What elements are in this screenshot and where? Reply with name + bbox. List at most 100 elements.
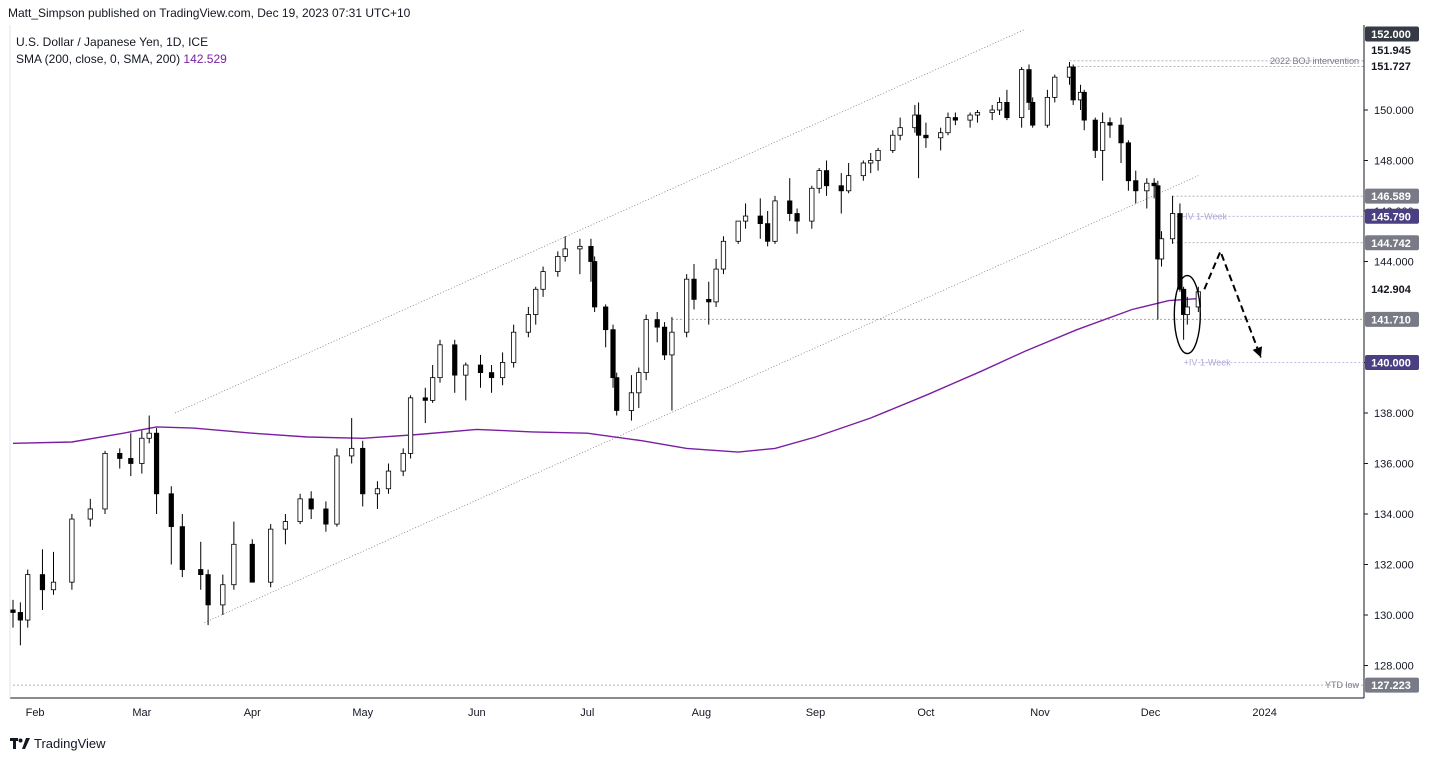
price-tag-8: 140.000	[1371, 358, 1411, 370]
candle-body-38	[488, 372, 495, 379]
candle-body-31	[407, 397, 414, 454]
candle-body-99	[1081, 91, 1087, 121]
candle-body-81	[915, 114, 922, 136]
candle-body-52	[628, 392, 635, 411]
price-tag-bg-5	[1365, 235, 1419, 251]
candle-body-29	[385, 470, 392, 490]
candle-body-100	[1092, 119, 1098, 151]
candle-body-103	[1118, 124, 1124, 144]
candle-body-25	[334, 455, 340, 525]
candle-body-82	[923, 134, 929, 139]
candle-body-54	[643, 319, 649, 374]
candle-body-91	[1019, 69, 1025, 118]
candle-body-68	[787, 200, 793, 214]
candle-body-16	[205, 574, 211, 606]
price-tag-bg-1	[1365, 42, 1419, 58]
candle-body-105	[1133, 180, 1139, 192]
annotation-label-1: +IV 1-Week	[1180, 211, 1228, 221]
x-tick-label-4: Jun	[468, 707, 486, 719]
candle-body-6	[87, 508, 93, 520]
candle-body-3	[39, 574, 46, 591]
candle-body-36	[463, 364, 469, 376]
candle-body-17	[220, 584, 226, 606]
brand-name: TradingView	[34, 736, 106, 751]
candle-body-2	[25, 574, 31, 621]
candle-body-76	[868, 160, 874, 164]
candle-body-32	[422, 397, 428, 401]
candle-body-78	[890, 134, 896, 151]
y-tick-label-9: 134.000	[1374, 509, 1414, 521]
candle-body-90	[1004, 102, 1010, 118]
x-tick-label-8: Oct	[917, 707, 934, 719]
price-tag-2: 151.727	[1371, 61, 1411, 73]
symbol-title: U.S. Dollar / Japanese Yen, 1D, ICE	[16, 35, 208, 49]
candle-body-104	[1125, 142, 1131, 182]
footer-brand[interactable]: TradingView	[10, 736, 106, 751]
y-tick-label-7: 138.000	[1374, 408, 1414, 420]
candle-body-107	[1151, 182, 1157, 187]
candle-body-45	[562, 248, 568, 257]
candle-body-39	[499, 362, 506, 379]
candle-body-50	[610, 329, 616, 379]
candle-body-0	[10, 609, 16, 613]
candle-body-8	[117, 452, 123, 459]
candle-body-46	[577, 245, 583, 250]
sma-200-line	[12, 297, 1199, 453]
candle-body-83	[938, 132, 944, 139]
candle-body-77	[875, 149, 881, 161]
price-tag-5: 144.742	[1371, 238, 1411, 250]
candle-body-106	[1144, 182, 1150, 192]
candle-body-49	[603, 306, 609, 331]
candle-body-97	[1070, 66, 1076, 101]
candle-body-108	[1155, 185, 1161, 260]
price-tag-6: 142.904	[1371, 284, 1412, 296]
candle-body-69	[794, 213, 800, 222]
price-tag-4: 145.790	[1371, 211, 1411, 223]
annotation-label-2: +IV 1-Week	[1184, 358, 1232, 368]
y-tick-label-1: 150.000	[1374, 105, 1414, 117]
candle-body-9	[128, 458, 134, 464]
x-tick-label-5: Jul	[580, 707, 594, 719]
candle-body-1	[17, 612, 23, 621]
price-tag-bg-3	[1365, 188, 1419, 204]
candle-body-88	[989, 109, 995, 113]
candle-body-26	[349, 447, 355, 457]
candle-body-74	[846, 175, 852, 192]
candle-body-42	[533, 288, 539, 315]
price-tag-bg-8	[1365, 355, 1419, 370]
candle-body-95	[1052, 76, 1058, 98]
candle-body-22	[297, 498, 303, 522]
y-tick-label-10: 132.000	[1374, 560, 1414, 572]
candle-body-27	[360, 447, 366, 495]
candle-body-47	[588, 245, 594, 262]
x-tick-label-1: Mar	[132, 707, 151, 719]
candle-body-92	[1026, 69, 1032, 103]
candle-body-13	[168, 493, 174, 528]
candle-body-67	[772, 200, 778, 242]
y-tick-label-12: 128.000	[1374, 661, 1414, 673]
price-tag-0: 152.000	[1371, 29, 1411, 41]
channel-line-1	[174, 28, 1026, 414]
candle-body-112	[1181, 288, 1187, 315]
candle-body-111	[1177, 213, 1183, 290]
candle-body-30	[400, 452, 406, 472]
candle-body-109	[1158, 238, 1165, 260]
candle-body-94	[1044, 96, 1051, 126]
candle-body-56	[661, 326, 668, 356]
indicator-label: SMA (200, close, 0, SMA, 200) 142.529	[16, 52, 227, 66]
price-tag-1: 151.945	[1371, 45, 1411, 57]
candle-body-34	[437, 344, 443, 379]
candle-body-35	[452, 344, 458, 376]
indicator-name: SMA (200, close, 0, SMA, 200)	[16, 52, 180, 66]
x-tick-label-0: Feb	[26, 707, 45, 719]
y-tick-label-8: 136.000	[1374, 459, 1414, 471]
y-tick-label-4: 144.000	[1374, 257, 1414, 269]
x-tick-label-7: Sep	[806, 707, 826, 719]
price-tag-9: 127.223	[1371, 680, 1411, 692]
candle-body-44	[555, 256, 561, 273]
candle-body-5	[69, 518, 75, 583]
candle-body-86	[967, 114, 973, 121]
candle-body-65	[757, 215, 763, 225]
price-tag-bg-7	[1365, 311, 1419, 327]
